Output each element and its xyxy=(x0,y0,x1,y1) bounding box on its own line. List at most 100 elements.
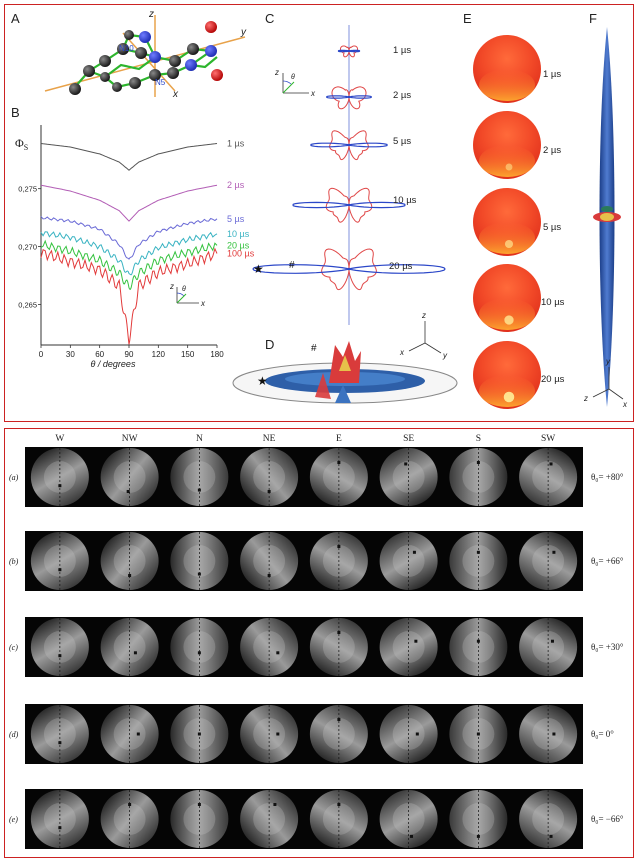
disc-e xyxy=(309,790,368,848)
disc-row-1: (b) θ₀= +66° xyxy=(9,531,624,591)
panel-e-time-1: 1 µs xyxy=(543,69,561,80)
y-tick-label: 0,275 xyxy=(18,185,37,194)
svg-text:θ: θ xyxy=(182,286,186,293)
svg-text:x: x xyxy=(399,348,405,357)
chart-ticks: 0 30 60 90 120 150 180 0,265 0,270 0,275 xyxy=(18,185,224,359)
panel-e-spheres xyxy=(473,35,541,409)
disc-row-3: (d) θ₀= 0° xyxy=(9,704,614,764)
polar-arm-2 xyxy=(310,142,388,148)
polar-arm-0 xyxy=(337,49,361,53)
row-theta: θ₀= 0° xyxy=(591,729,614,739)
direction-label-ne: NE xyxy=(263,434,276,444)
y-tick-label: 0,265 xyxy=(18,300,37,309)
direction-label-w: W xyxy=(55,434,64,444)
row-label: (b) xyxy=(9,557,19,566)
disc-w xyxy=(30,448,89,506)
series-label-5: 100 µs xyxy=(227,249,255,259)
disc-w xyxy=(30,532,89,590)
x-tick-label: 60 xyxy=(95,350,104,359)
disc-se xyxy=(379,790,438,848)
row-theta: θ₀= +80° xyxy=(591,472,624,482)
panel-c-time-3: 5 µs xyxy=(393,136,411,147)
disc-s xyxy=(449,790,508,848)
panel-letter-a: A xyxy=(11,11,20,26)
panel-d-star-marker: ★ xyxy=(257,374,268,388)
panel-f-axes: y z x xyxy=(583,357,628,409)
panel-d-axes: z x y xyxy=(399,311,448,360)
panel-c-axes: z θ x xyxy=(274,68,316,98)
disc-nw xyxy=(100,790,159,848)
svg-text:z: z xyxy=(421,311,426,320)
disc-n xyxy=(170,448,229,506)
direction-labels: W NW N NE E SE S SW xyxy=(55,434,555,444)
svg-text:z: z xyxy=(274,68,279,77)
sphere-3 xyxy=(473,264,541,332)
disc-n xyxy=(170,532,229,590)
disc-ne xyxy=(240,448,299,506)
chart-lines xyxy=(40,143,218,345)
x-tick-label: 0 xyxy=(39,350,44,359)
panel-d-3d-pattern xyxy=(232,341,458,404)
disc-ne xyxy=(240,790,299,848)
disc-sw xyxy=(519,448,578,506)
disc-w xyxy=(30,618,89,676)
svg-text:x: x xyxy=(200,299,206,308)
panel-c-time-1: 1 µs xyxy=(393,45,411,56)
svg-text:x: x xyxy=(310,89,316,98)
disc-e xyxy=(309,705,368,763)
direction-label-nw: NW xyxy=(122,434,138,444)
svg-text:y: y xyxy=(442,351,448,360)
sphere-1 xyxy=(473,111,541,179)
row-label: (c) xyxy=(9,643,18,652)
panel-letter-f: F xyxy=(589,11,597,26)
sphere-0 xyxy=(473,35,541,103)
row-theta: θ₀= +30° xyxy=(591,642,624,652)
row-theta: θ₀= +66° xyxy=(591,556,624,566)
disc-s xyxy=(449,532,508,590)
disc-e xyxy=(309,618,368,676)
disc-s xyxy=(449,705,508,763)
disc-nw xyxy=(100,618,159,676)
disc-rows: (a) θ₀= +80° (b) θ₀= +66° (c) θ₀= +30° (d) θ₀= … xyxy=(9,447,624,849)
polar-arm-3 xyxy=(292,201,406,209)
disc-nw xyxy=(100,705,159,763)
row-label: (a) xyxy=(9,473,19,482)
x-tick-label: 180 xyxy=(210,350,224,359)
x-tick-label: 90 xyxy=(125,350,134,359)
disc-s xyxy=(449,618,508,676)
disc-row-0: (a) θ₀= +80° xyxy=(9,447,624,507)
series-line-5 xyxy=(40,247,218,345)
svg-text:z: z xyxy=(583,394,588,403)
disc-w xyxy=(30,705,89,763)
series-line-3 xyxy=(40,231,218,276)
chart-x-label: θ / degrees xyxy=(91,359,136,369)
series-label-2: 5 µs xyxy=(227,214,245,224)
sphere-2 xyxy=(473,188,541,256)
panel-c-star-marker: ★ xyxy=(253,262,264,276)
y-tick-label: 0,270 xyxy=(18,243,37,252)
svg-text:x: x xyxy=(622,400,628,409)
panel-letter-d: D xyxy=(265,337,274,352)
series-line-0 xyxy=(40,143,218,171)
panel-c-polar-plots xyxy=(252,25,446,325)
disc-nw xyxy=(100,532,159,590)
disc-se xyxy=(379,618,438,676)
panel-e-time-4: 10 µs xyxy=(541,297,565,308)
panel-e-time-2: 2 µs xyxy=(543,145,561,156)
disc-se xyxy=(379,705,438,763)
polar-arm-1 xyxy=(325,95,373,99)
disc-row-2: (c) θ₀= +30° xyxy=(9,617,624,677)
disc-ne xyxy=(240,618,299,676)
panel-c-time-4: 10 µs xyxy=(393,195,417,206)
svg-text:z: z xyxy=(169,282,174,291)
x-tick-label: 150 xyxy=(181,350,195,359)
disc-ne xyxy=(240,532,299,590)
disc-e xyxy=(309,532,368,590)
bottom-figure-svg: W NW N NE E SE S SW (a) θ₀= +80° (b) θ₀= +66° (c) θ₀… xyxy=(9,434,624,849)
svg-text:y: y xyxy=(605,357,611,366)
disc-n xyxy=(170,705,229,763)
series-line-2 xyxy=(40,216,218,260)
atom-label-n10: N10 xyxy=(119,44,134,53)
panel-c-hash-marker: # xyxy=(289,260,295,271)
